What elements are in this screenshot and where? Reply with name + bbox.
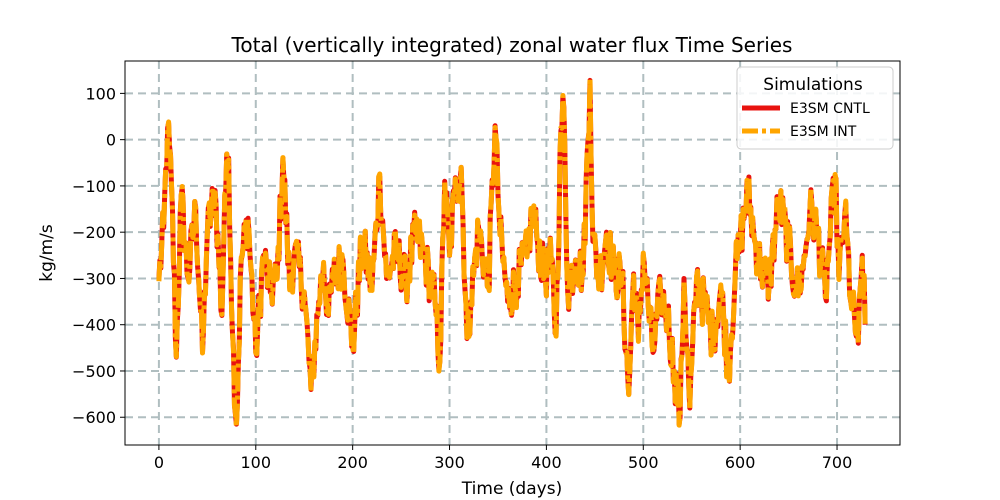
x-tick-label: 0 [154,453,164,472]
x-tick-label: 200 [337,453,368,472]
series-line-e3sm-int [156,75,868,429]
grid [125,61,900,445]
x-tick-label: 300 [434,453,465,472]
y-tick-label: −600 [72,408,116,427]
y-axis: −600 −500 −400 −300 −200 −100 0 100 [72,84,125,427]
plot-frame [124,60,901,446]
series-layer [156,75,868,429]
legend: Simulations E3SM CNTL E3SM INT [736,66,894,150]
legend-title: Simulations [763,75,863,95]
y-axis-label: kg/m/s [37,224,57,282]
x-axis-label: Time (days) [461,479,562,499]
y-tick-label: 100 [85,84,116,103]
y-tick-label: −400 [72,316,116,335]
x-tick-label: 500 [628,453,659,472]
chart-title: Total (vertically integrated) zonal wate… [231,33,793,57]
y-tick-label: −100 [72,177,116,196]
y-tick-label: −300 [72,269,116,288]
x-axis: 0 100 200 300 400 500 600 700 [154,445,852,472]
legend-label-e3sm-int: E3SM INT [790,124,857,140]
y-tick-label: 0 [106,131,116,150]
x-tick-label: 700 [822,453,853,472]
legend-label-e3sm-cntl: E3SM CNTL [790,101,870,117]
y-tick-label: −500 [72,362,116,381]
y-tick-label: −200 [72,223,116,242]
x-tick-label: 400 [531,453,562,472]
x-tick-label: 100 [241,453,272,472]
x-tick-label: 600 [725,453,756,472]
